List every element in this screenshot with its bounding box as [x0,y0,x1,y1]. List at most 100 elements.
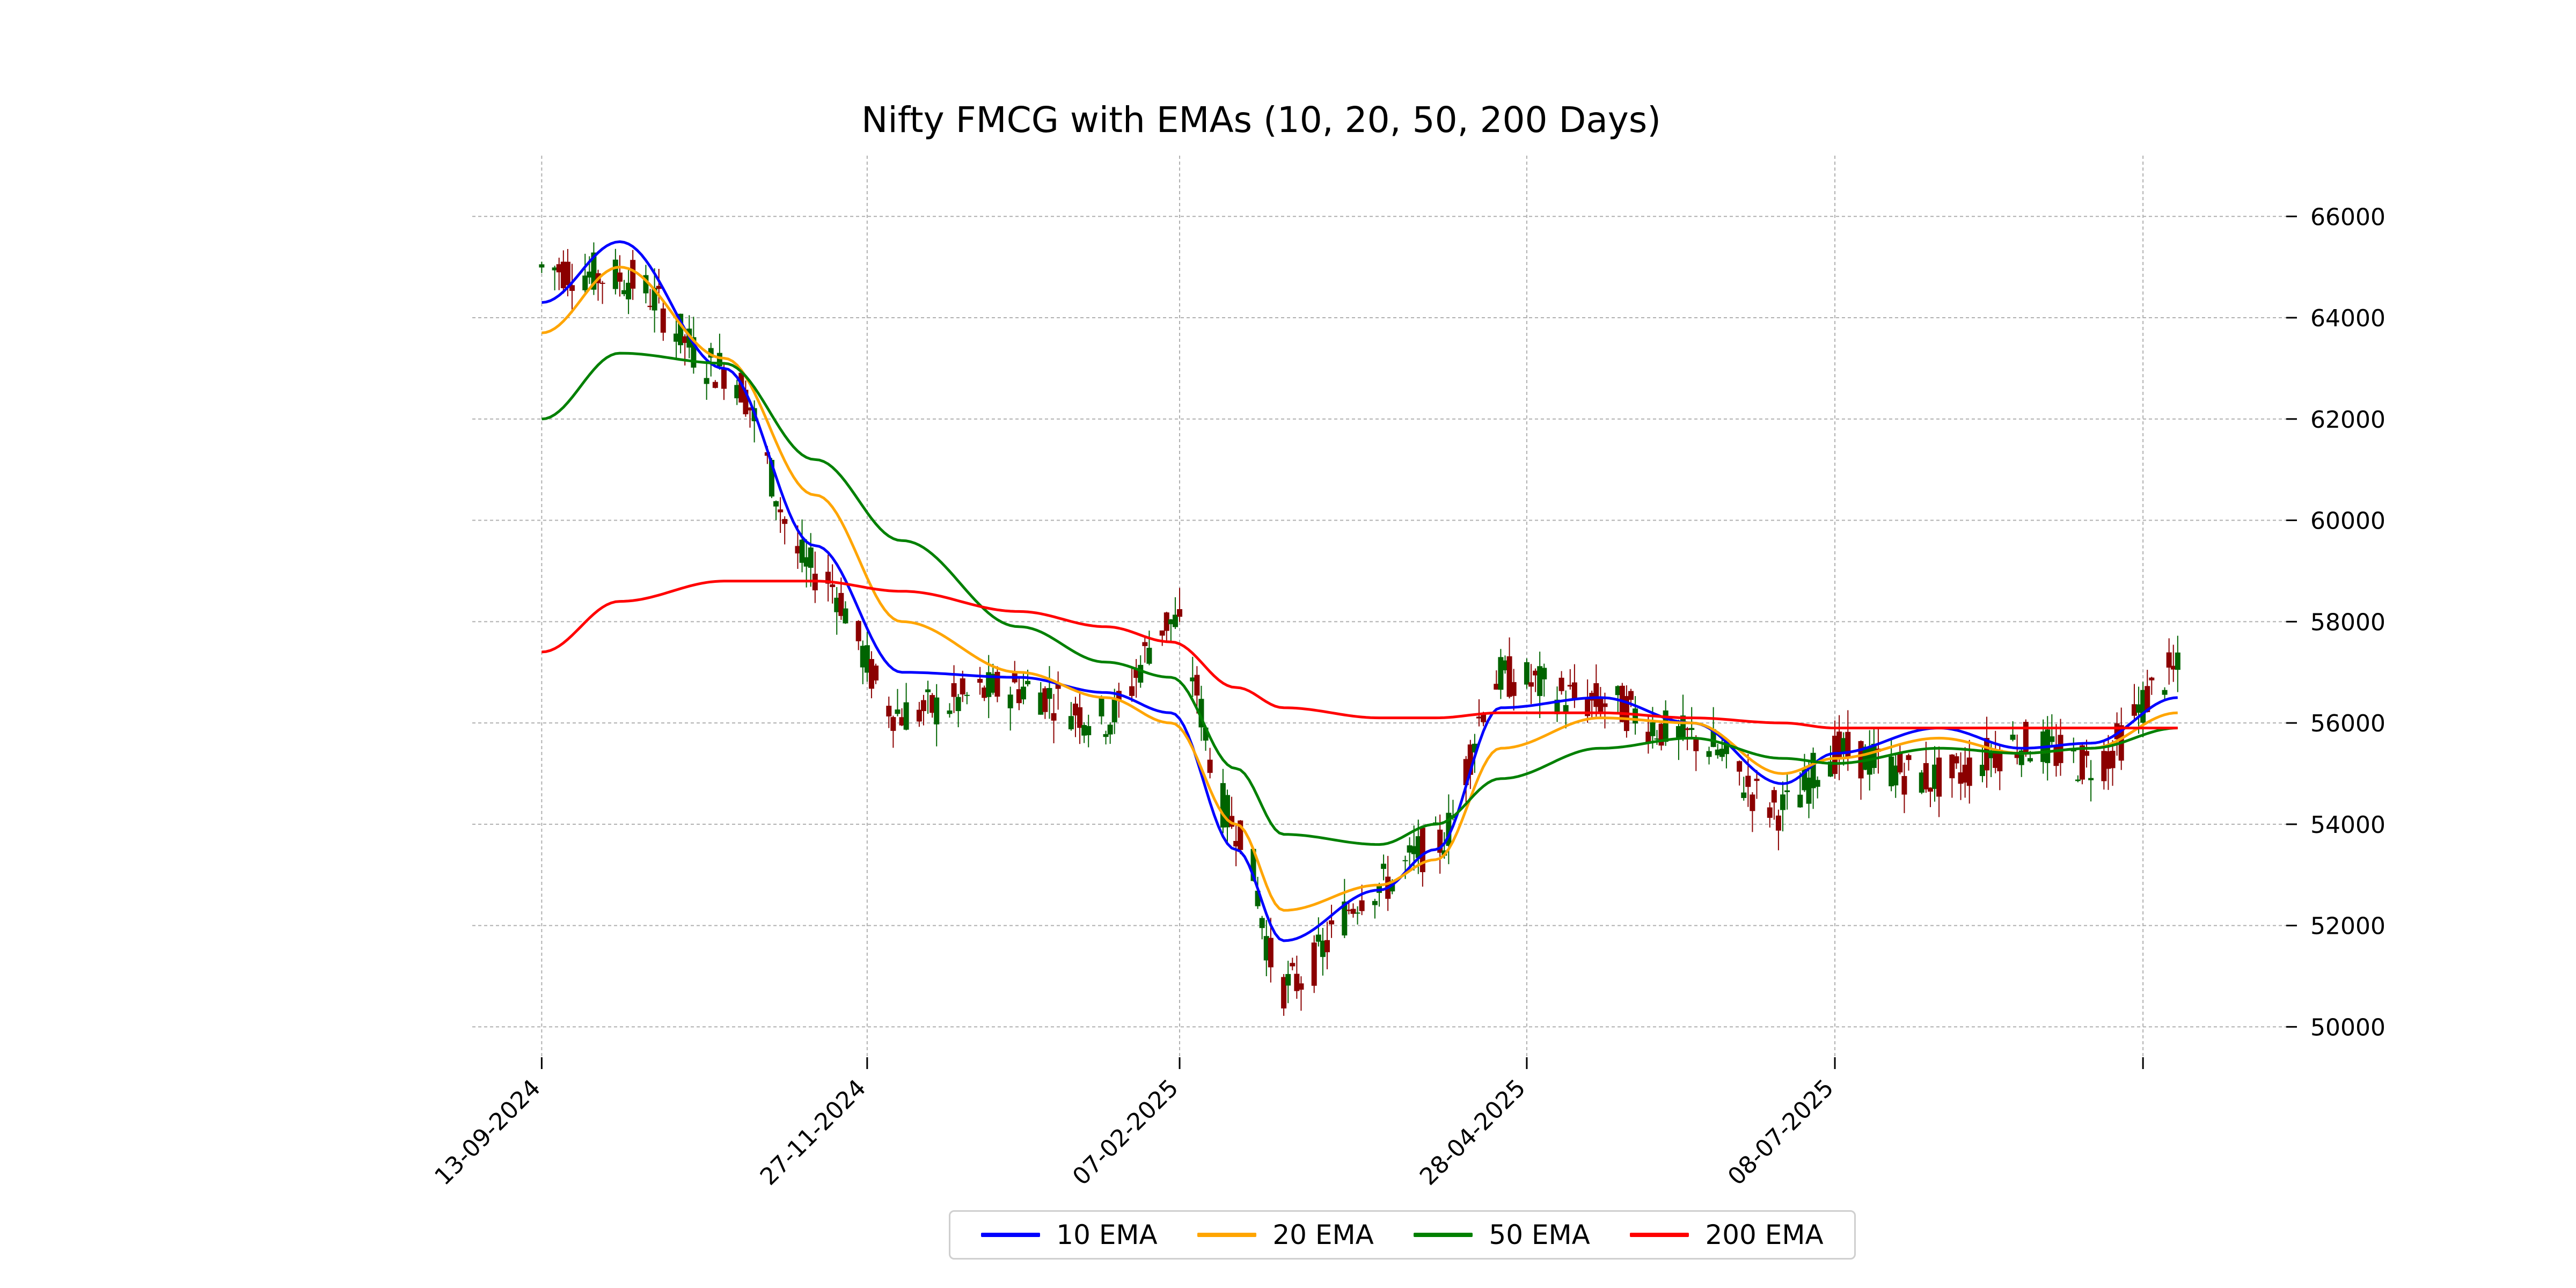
chart-title: Nifty FMCG with EMAs (10, 20, 50, 200 Da… [861,99,1661,141]
candle-body [1511,682,1517,696]
candle-body [1802,769,1807,791]
candle-body [1654,738,1660,740]
legend-item: 20 EMA [1197,1219,1374,1250]
candle-body [1324,940,1330,953]
candle-body [2166,652,2172,668]
candle-body [2053,746,2059,766]
candle-body [1862,747,1868,770]
candle-body [1537,666,1543,696]
candle-body [2110,751,2116,769]
y-tick-label: 62000 [2310,406,2385,434]
candle-body [799,539,805,563]
candle-body [2114,723,2120,740]
candle-body [955,697,961,711]
candle-body [1650,722,1656,736]
candle-body [2145,686,2150,712]
candle-body [1007,694,1013,708]
candle-body [1745,775,1751,787]
candle-body [860,646,866,668]
candle-body [708,348,714,358]
candle-body [1693,737,1699,751]
candle-body [1372,901,1378,905]
candle-body [1993,751,1999,768]
candle-body [890,717,896,731]
y-tick-label: 54000 [2310,811,2385,839]
candle-body [1016,689,1022,704]
ema-line-50-ema [541,352,2178,846]
candle-body [930,695,935,713]
legend-item: 10 EMA [981,1219,1158,1250]
candle-body [1893,765,1899,786]
candle-body [1025,680,1031,685]
candle-body [1099,697,1104,716]
candle-body [2162,690,2168,695]
candle-body [1038,692,1044,715]
candle-body [1723,741,1729,755]
candle-body [1072,704,1078,716]
y-tick-label: 60000 [2310,508,2385,535]
candle-body [834,597,840,612]
candle-body [1997,750,2003,772]
candle-body [1797,794,1803,808]
candle-body [2084,751,2090,756]
candle-body [1159,630,1165,636]
candle-body [1593,683,1599,707]
candle-body [1350,909,1356,914]
ema-lines [541,240,2178,942]
candle-body [1814,780,1820,787]
candle-body [960,678,965,694]
candle-body [712,382,718,388]
candle-body [1962,764,1968,783]
candle-body [630,260,636,289]
candle-body [1494,684,1499,690]
legend: 10 EMA 20 EMA 50 EMA 200 EMA [949,1210,1856,1260]
candle-body [656,286,662,289]
candle-body [916,709,922,722]
y-tick-label: 52000 [2310,913,2385,940]
candle-body [1658,723,1664,746]
candle-body [587,272,592,278]
candle-body [1554,699,1560,714]
candle-body [738,372,744,403]
candle-body [773,501,779,507]
candle-body [1415,836,1421,858]
candle-body [539,264,545,268]
y-tick-label: 56000 [2310,710,2385,737]
candle-body [1737,761,1743,772]
candle-body [1927,787,1933,792]
candle-body [903,702,909,730]
candle-body [691,337,697,368]
candle-body [2149,677,2155,680]
candle-body [803,557,809,567]
candle-body [1827,762,1833,777]
candle-body [843,608,848,624]
legend-item: 200 EMA [1630,1219,1824,1250]
candle-body [1472,743,1477,753]
candle-body [1932,764,1938,789]
candle-body [1068,716,1074,729]
candle-body [1602,703,1608,707]
candle-body [647,305,653,308]
candle-body [1329,920,1335,925]
candle-body [1598,697,1604,714]
candle-body [1172,614,1178,627]
candle-body [682,336,688,343]
candle-body [1446,813,1452,846]
candle-body [994,671,1000,697]
candle-body [1706,751,1712,757]
legend-swatch [1414,1233,1473,1237]
candle-body [1203,727,1209,741]
candlesticks [539,242,2180,1016]
candle-body [873,665,879,680]
candle-body [1281,977,1287,1009]
candle-body [556,264,562,273]
candle-body [2105,751,2111,769]
candle-body [1163,612,1169,631]
candle-body [1750,794,1755,811]
candle-body [1081,724,1087,736]
candle-body [838,592,844,616]
candle-body [1346,910,1352,911]
candle-body [2175,652,2180,670]
candle-body [1719,749,1725,757]
candle-body [1481,714,1487,722]
